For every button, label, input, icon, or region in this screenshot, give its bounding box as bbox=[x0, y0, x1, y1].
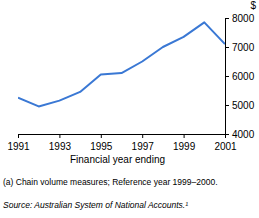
y-axis-title: $ bbox=[250, 0, 256, 11]
x-tick-label: 1997 bbox=[132, 141, 155, 152]
x-tick-mark bbox=[142, 134, 143, 138]
x-axis: 1991 1993 1995 1997 1999 2001 bbox=[7, 134, 237, 152]
x-tick-mark bbox=[184, 134, 185, 138]
y-tick-mark bbox=[225, 18, 229, 19]
x-tick: 1995 bbox=[90, 134, 113, 152]
plot-area bbox=[18, 22, 225, 106]
x-tick-label: 1995 bbox=[90, 141, 113, 152]
y-axis: 4000 5000 6000 7000 8000 bbox=[225, 13, 255, 140]
x-tick: 1997 bbox=[132, 134, 155, 152]
x-tick-mark bbox=[18, 134, 19, 138]
y-tick-mark bbox=[225, 76, 229, 77]
x-tick: 1991 bbox=[7, 134, 30, 152]
annotation: (a) Chain volume measures; Reference yea… bbox=[3, 177, 218, 187]
annotation: Source: Australian System of National Ac… bbox=[3, 200, 188, 210]
y-tick: 6000 bbox=[225, 71, 255, 82]
x-axis-line bbox=[19, 135, 226, 139]
x-tick-label: 1991 bbox=[7, 141, 30, 152]
x-tick: 1993 bbox=[49, 134, 72, 152]
x-tick-label: 1999 bbox=[173, 141, 196, 152]
x-axis-title: Financial year ending bbox=[70, 154, 165, 165]
y-tick-label: 6000 bbox=[232, 71, 255, 82]
y-tick-label: 7000 bbox=[232, 42, 255, 53]
y-tick-mark bbox=[225, 47, 229, 48]
data-line bbox=[18, 22, 225, 106]
y-tick-label: 8000 bbox=[232, 13, 255, 24]
x-tick-label: 1993 bbox=[49, 141, 72, 152]
y-tick-label: 4000 bbox=[232, 129, 255, 140]
x-tick-mark bbox=[101, 134, 102, 138]
x-tick-label: 2001 bbox=[214, 141, 237, 152]
y-tick-mark bbox=[225, 134, 229, 135]
chart: 1991 1993 1995 1997 1999 20014000 5000 6000 7000… bbox=[0, 0, 259, 218]
y-tick: 7000 bbox=[225, 42, 255, 53]
y-tick: 4000 bbox=[225, 129, 255, 140]
y-tick: 8000 bbox=[225, 13, 255, 24]
y-tick-label: 5000 bbox=[232, 100, 255, 111]
x-tick: 1999 bbox=[173, 134, 196, 152]
y-tick-mark bbox=[225, 105, 229, 106]
y-axis-line bbox=[226, 19, 230, 135]
y-tick: 5000 bbox=[225, 100, 255, 111]
x-tick-mark bbox=[59, 134, 60, 138]
